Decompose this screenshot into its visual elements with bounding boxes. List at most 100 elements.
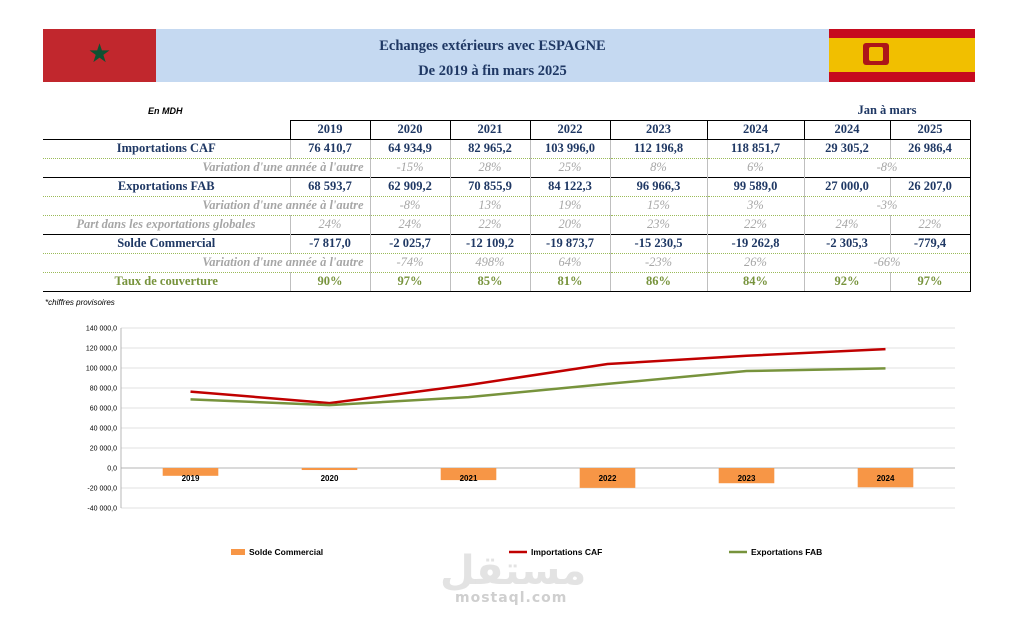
y-tick-label: 20 000,0: [90, 446, 117, 453]
table-cell: -779,4: [889, 233, 971, 254]
table-cell: 8%: [609, 158, 707, 178]
legend-swatch: [231, 549, 245, 555]
table-cell: -15%: [369, 158, 450, 178]
header-banner: ★ Echanges extérieurs avec ESPAGNE De 20…: [43, 29, 975, 82]
table-cell: -12 109,2: [449, 233, 530, 254]
y-tick-label: -40 000,0: [87, 506, 117, 513]
column-header: 2020: [369, 119, 451, 140]
table-cell: 86%: [609, 272, 707, 292]
y-tick-label: -20 000,0: [87, 486, 117, 493]
table-cell: 27 000,0: [803, 176, 890, 197]
bar-solde-commercial: [579, 468, 636, 488]
row-label: Exportations FAB: [43, 176, 290, 197]
table-cell: 97%: [889, 272, 971, 292]
column-header: 2025: [889, 119, 971, 140]
bar-solde-commercial: [162, 468, 219, 476]
y-tick-label: 120 000,0: [86, 346, 117, 353]
table-cell: 23%: [609, 215, 707, 235]
y-tick-label: 40 000,0: [90, 426, 117, 433]
table-cell: 85%: [449, 272, 530, 292]
table-cell: -8%: [369, 196, 450, 216]
column-header: 2022: [529, 119, 611, 140]
table-cell-period: -66%: [803, 253, 971, 273]
line-exportations: [190, 367, 886, 407]
row-label: Variation d'une année à l'autre: [43, 158, 370, 178]
table-cell: 84%: [706, 272, 804, 292]
morocco-flag-icon: ★: [43, 29, 156, 82]
y-tick-label: 100 000,0: [86, 366, 117, 373]
row-label: Importations CAF: [43, 138, 290, 159]
table-cell: 103 996,0: [529, 138, 610, 159]
table-cell: 19%: [529, 196, 610, 216]
table-cell: 68 593,7: [289, 176, 370, 197]
table-cell-period: -8%: [803, 158, 971, 178]
table-cell: 22%: [889, 215, 971, 235]
page-title: Echanges extérieurs avec ESPAGNE: [379, 38, 606, 54]
table-cell: 64 934,9: [369, 138, 450, 159]
spain-flag-icon: [829, 29, 975, 82]
y-tick-label: 140 000,0: [86, 326, 117, 333]
table-cell: -7 817,0: [289, 233, 370, 254]
x-tick-label: 2020: [321, 474, 339, 483]
table-row: Variation d'une année à l'autre -8% 13% 19%…: [43, 196, 971, 216]
table-cell-period: -3%: [803, 196, 971, 216]
table-cell: 6%: [706, 158, 804, 178]
table-cell: 62 909,2: [369, 176, 450, 197]
period-header: Jan à mars: [857, 102, 917, 117]
table-row: Exportations FAB 68 593,7 62 909,2 70 855,9…: [43, 176, 971, 197]
table-cell: 26 986,4: [889, 138, 971, 159]
table-cell: -15 230,5: [609, 233, 707, 254]
table-cell: 90%: [289, 272, 370, 292]
table-cell: 26%: [706, 253, 804, 273]
column-header: 2023: [609, 119, 708, 140]
table-cell: -2 305,3: [803, 233, 890, 254]
table-cell: 24%: [803, 215, 890, 235]
table-cell: 20%: [529, 215, 610, 235]
row-label: Variation d'une année à l'autre: [43, 196, 370, 216]
table-cell: 25%: [529, 158, 610, 178]
y-tick-label: 0,0: [107, 466, 117, 473]
x-tick-label: 2024: [877, 474, 895, 483]
x-tick-label: 2021: [460, 474, 478, 483]
footnote: *chiffres provisoires: [45, 298, 115, 307]
table-cell: 97%: [369, 272, 450, 292]
table-cell: -2 025,7: [369, 233, 450, 254]
table-cell: 13%: [449, 196, 530, 216]
table-cell: 28%: [449, 158, 530, 178]
y-tick-label: 60 000,0: [90, 406, 117, 413]
line-importations: [190, 347, 886, 405]
table-row: Variation d'une année à l'autre -15% 28% 25…: [43, 158, 971, 178]
table-cell: 15%: [609, 196, 707, 216]
unit-label: En MDH: [148, 106, 183, 116]
trade-chart: 140 000,0 120 000,0 100 000,0 80 000,0 60 00…: [86, 326, 955, 557]
table-cell: 498%: [449, 253, 530, 273]
row-label: Variation d'une année à l'autre: [43, 253, 370, 273]
page-subtitle: De 2019 à fin mars 2025: [418, 63, 567, 79]
column-header: 2021: [449, 119, 531, 140]
table-cell: -74%: [369, 253, 450, 273]
row-label: Part dans les exportations globales: [43, 215, 290, 235]
x-tick-label: 2019: [182, 474, 200, 483]
table-cell: 99 589,0: [706, 176, 804, 197]
table-cell: 22%: [449, 215, 530, 235]
table-cell: 24%: [289, 215, 370, 235]
bar-solde-commercial: [440, 468, 497, 481]
table-cell: 64%: [529, 253, 610, 273]
table-row: Solde Commercial -7 817,0 -2 025,7 -12 109,…: [43, 233, 971, 254]
table-cell: 96 966,3: [609, 176, 707, 197]
trade-table: Jan à mars 2019 2020 2021 2022 2023 2024 2024 20…: [43, 101, 971, 292]
bar-solde-commercial: [718, 468, 775, 484]
table-cell: -19 873,7: [529, 233, 610, 254]
column-header: 2024: [706, 119, 805, 140]
legend-label: Solde Commercial: [249, 547, 323, 557]
table-row: Part dans les exportations globales 24% 24…: [43, 215, 971, 235]
watermark-latin: mostaql.com: [455, 590, 568, 606]
watermark-arabic: مستقل: [440, 548, 587, 594]
row-label: Solde Commercial: [43, 233, 290, 254]
table-cell: 3%: [706, 196, 804, 216]
x-tick-label: 2022: [599, 474, 617, 483]
table-cell: 92%: [803, 272, 890, 292]
table-cell: 118 851,7: [706, 138, 804, 159]
table-cell: 29 305,2: [803, 138, 890, 159]
table-cell: 24%: [369, 215, 450, 235]
